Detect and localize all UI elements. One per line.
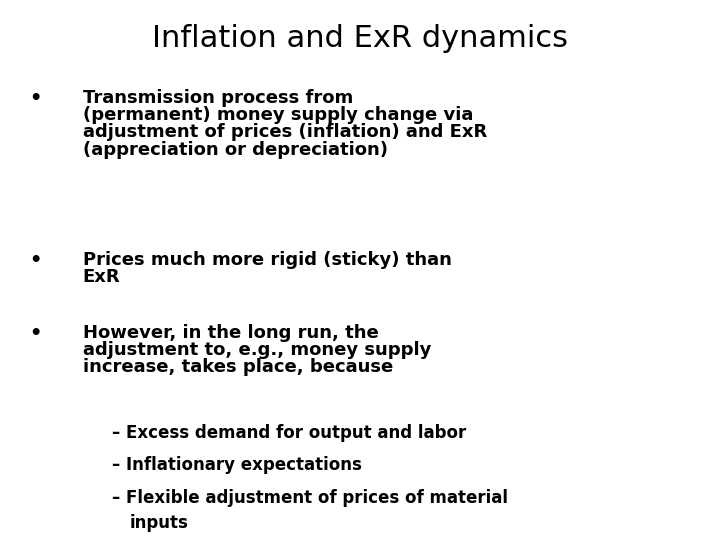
Text: ExR: ExR: [83, 268, 120, 286]
Text: (appreciation or depreciation): (appreciation or depreciation): [83, 140, 388, 159]
Text: •: •: [29, 251, 41, 270]
Text: Prices much more rigid (sticky) than: Prices much more rigid (sticky) than: [83, 251, 451, 269]
Text: Transmission process from: Transmission process from: [83, 89, 353, 107]
Text: – Excess demand for output and labor: – Excess demand for output and labor: [112, 424, 466, 442]
Text: increase, takes place, because: increase, takes place, because: [83, 359, 393, 376]
Text: – Inflationary expectations: – Inflationary expectations: [112, 456, 361, 474]
Text: – Flexible adjustment of prices of material: – Flexible adjustment of prices of mater…: [112, 489, 508, 507]
Text: •: •: [29, 324, 41, 343]
Text: However, in the long run, the: However, in the long run, the: [83, 324, 379, 342]
Text: Inflation and ExR dynamics: Inflation and ExR dynamics: [152, 24, 568, 53]
Text: adjustment to, e.g., money supply: adjustment to, e.g., money supply: [83, 341, 431, 359]
Text: inputs: inputs: [130, 514, 189, 532]
Text: (permanent) money supply change via: (permanent) money supply change via: [83, 106, 473, 124]
Text: •: •: [29, 89, 41, 108]
Text: adjustment of prices (inflation) and ExR: adjustment of prices (inflation) and ExR: [83, 124, 487, 141]
